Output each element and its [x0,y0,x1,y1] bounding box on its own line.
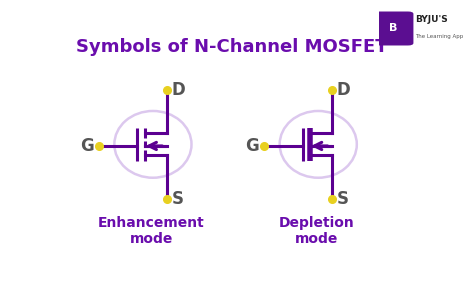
Text: B: B [390,23,398,33]
Text: Depletion
mode: Depletion mode [279,216,354,246]
Text: G: G [80,137,93,155]
FancyBboxPatch shape [374,12,413,45]
Text: S: S [172,190,183,208]
Text: The Learning App: The Learning App [415,34,464,39]
Text: D: D [172,81,185,99]
Text: Enhancement
mode: Enhancement mode [98,216,204,246]
Text: G: G [245,137,259,155]
Text: BYJU'S: BYJU'S [415,16,448,25]
Text: D: D [337,81,351,99]
Text: S: S [337,190,349,208]
Text: Symbols of N-Channel MOSFET: Symbols of N-Channel MOSFET [76,38,388,56]
